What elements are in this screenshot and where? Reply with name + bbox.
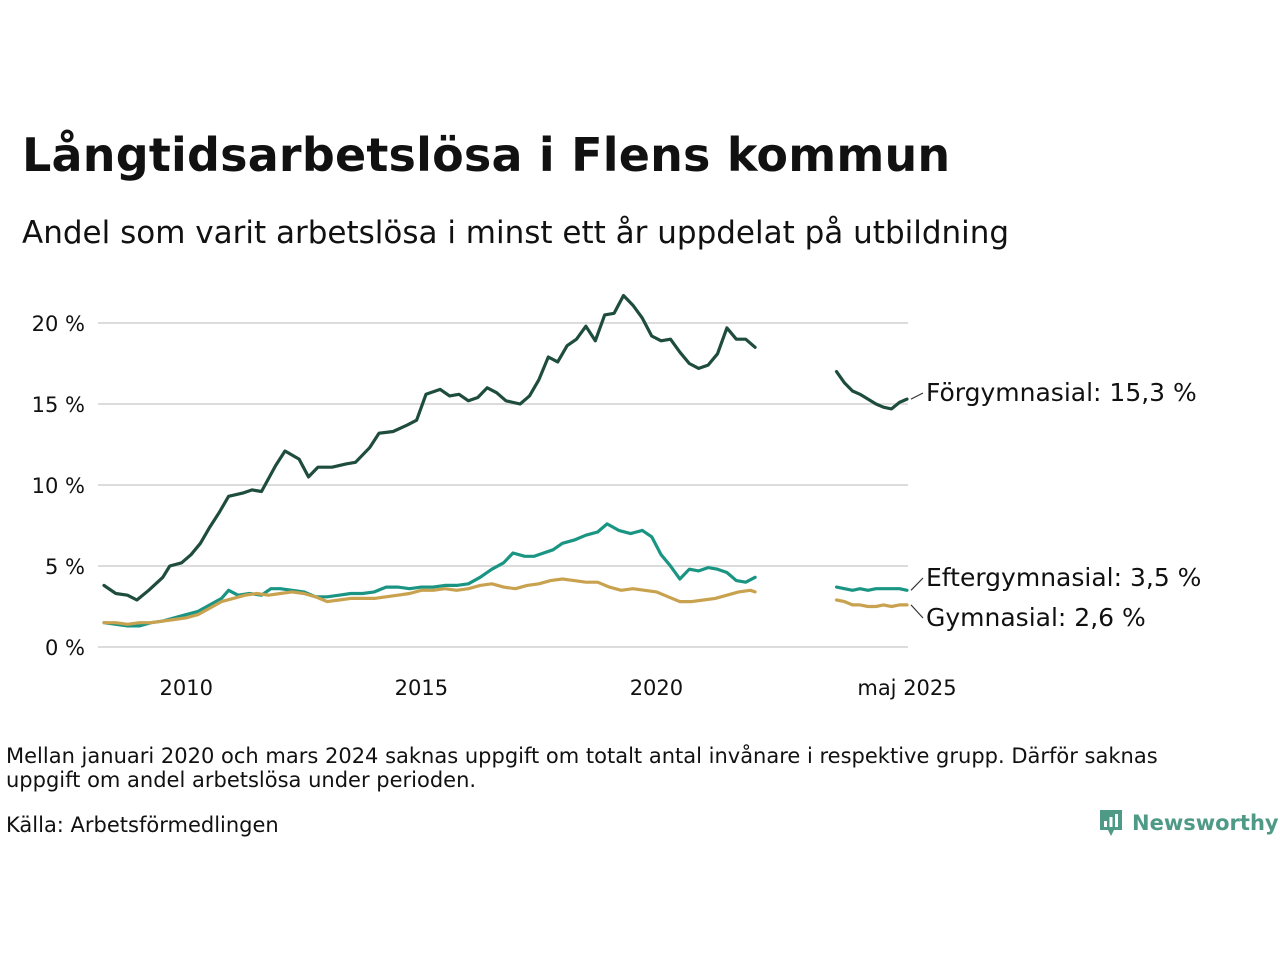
y-axis-tick-labels: 0 % 5 % 10 % 15 % 20 %	[32, 312, 85, 660]
series-label-förgymnasial: Förgymnasial: 15,3 %	[926, 378, 1197, 407]
series-line-förgymnasial-2	[834, 370, 909, 411]
series-line-gymnasial-1	[102, 577, 757, 626]
x-tick-label: 2020	[630, 676, 683, 700]
x-tick-label: 2010	[160, 676, 213, 700]
y-tick-label: 20 %	[32, 312, 85, 336]
series-line-förgymnasial-1	[102, 293, 757, 602]
series-label-gymnasial: Gymnasial: 2,6 %	[926, 603, 1146, 632]
brand-name: Newsworthy	[1132, 811, 1279, 835]
x-tick-label: maj 2025	[857, 676, 956, 700]
newsworthy-logo-icon	[1100, 810, 1122, 836]
chart-title: Långtidsarbetslösa i Flens kommun	[22, 128, 951, 182]
y-tick-label: 10 %	[32, 474, 85, 498]
series-end-labels: Förgymnasial: 15,3 % Eftergymnasial: 3,5 …	[910, 378, 1201, 632]
source-text: Källa: Arbetsförmedlingen	[6, 813, 279, 837]
series-line-eftergymnasial-1	[102, 522, 757, 628]
label-leader-line	[910, 577, 924, 591]
series-line-gymnasial-2	[834, 598, 909, 609]
footnote: Mellan januari 2020 och mars 2024 saknas…	[6, 744, 1158, 792]
y-tick-label: 15 %	[32, 393, 85, 417]
x-tick-label: 2015	[395, 676, 448, 700]
chart-subtitle: Andel som varit arbetslösa i minst ett å…	[22, 215, 1010, 251]
newsworthy-logo: Newsworthy	[1098, 808, 1279, 838]
series-line-eftergymnasial-2	[834, 585, 909, 592]
label-leader-line	[910, 604, 924, 619]
series-label-eftergymnasial: Eftergymnasial: 3,5 %	[926, 563, 1201, 592]
label-leader-line	[910, 392, 924, 400]
y-tick-label: 0 %	[45, 636, 85, 660]
y-tick-label: 5 %	[45, 555, 85, 579]
grid-lines	[98, 322, 908, 648]
x-axis-tick-labels: 2010 2015 2020 maj 2025	[160, 676, 957, 700]
line-chart: 0 %5 %10 %15 %20 % 2010 2015 2020 maj 2025 …	[32, 293, 1201, 700]
series-lines	[102, 293, 909, 628]
